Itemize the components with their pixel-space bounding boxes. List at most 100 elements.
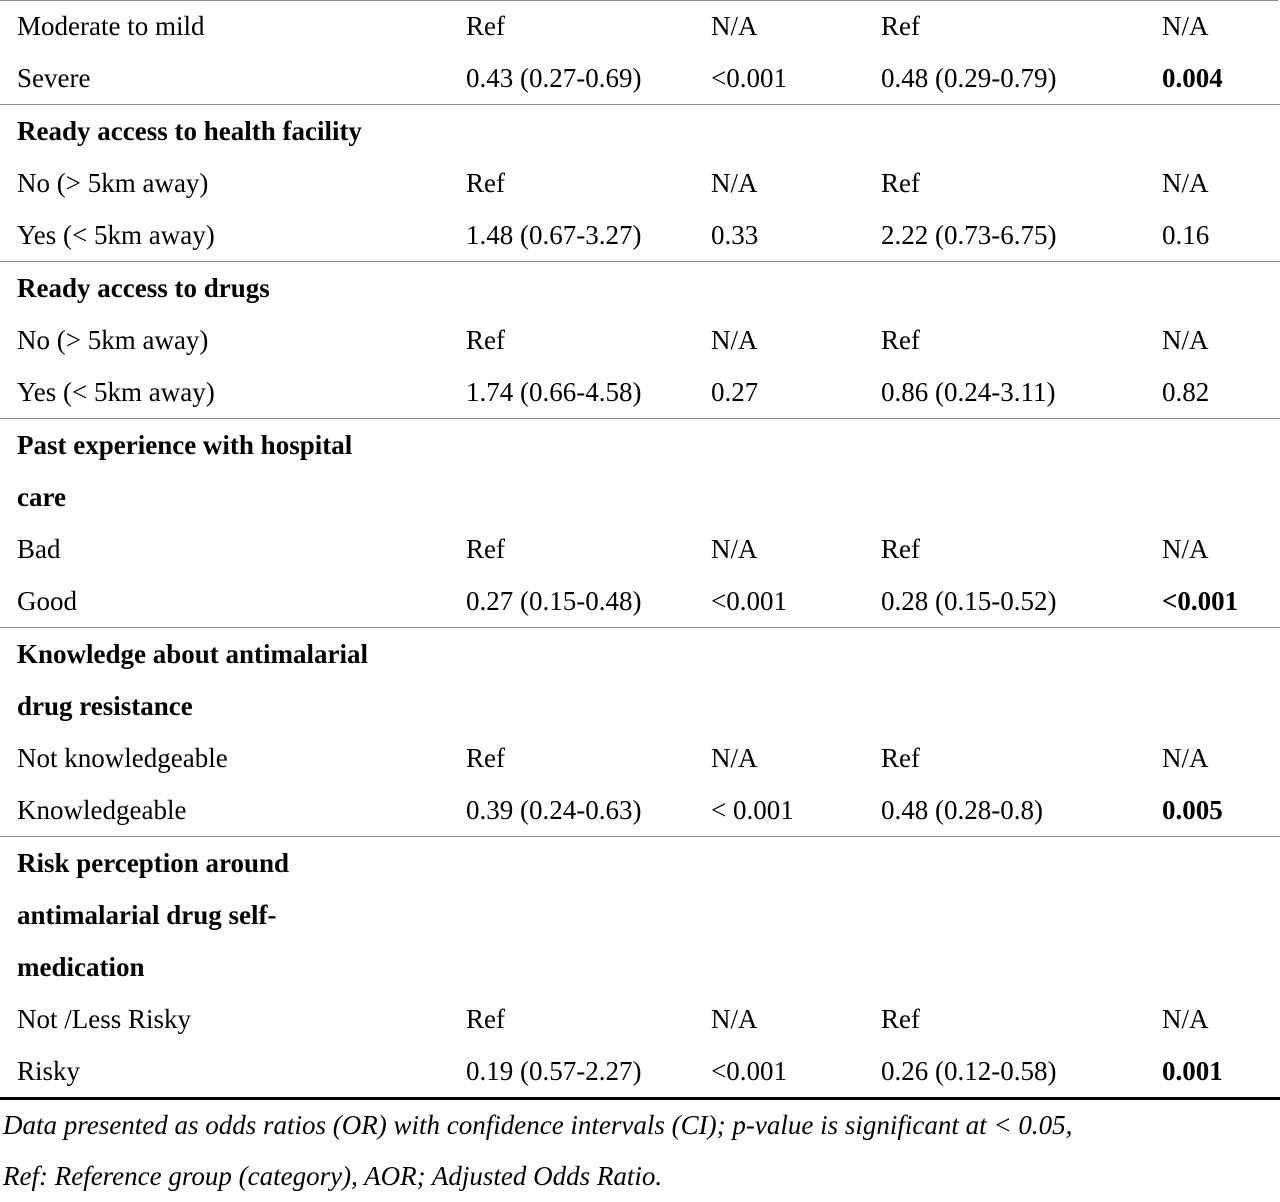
p-value-cell: 0.33 [711, 220, 759, 250]
section-heading: Ready access to drugs [17, 273, 270, 303]
p-value-cell: N/A [711, 1004, 758, 1034]
adjusted-odds-ratio-cell: 0.48 (0.28-0.8) [881, 795, 1043, 825]
section-heading-row: medication [0, 941, 1280, 993]
adjusted-odds-ratio-cell: Ref [881, 11, 920, 41]
section-heading-row: Ready access to drugs [0, 262, 1280, 314]
adjusted-odds-ratio-cell: Ref [881, 743, 920, 773]
p-value-cell: N/A [711, 534, 758, 564]
table-body: Moderate to mild Ref N/A Ref N/A Severe 0.43 (… [0, 0, 1280, 1100]
section-heading: Past experience with hospital [17, 430, 353, 460]
p-value-cell: N/A [711, 325, 758, 355]
footnote-line: Data presented as odds ratios (OR) with … [3, 1110, 1073, 1140]
p-value-cell: < 0.001 [711, 795, 794, 825]
adjusted-p-value-cell: 0.82 [1162, 377, 1210, 407]
table-row: Yes (< 5km away) 1.74 (0.66-4.58) 0.27 0.86… [0, 366, 1280, 418]
row-label: No (> 5km away) [17, 168, 209, 198]
table-section: Moderate to mild Ref N/A Ref N/A Severe 0.43 (… [0, 0, 1280, 105]
row-label: Moderate to mild [17, 11, 205, 41]
table-row: No (> 5km away) Ref N/A Ref N/A [0, 314, 1280, 366]
row-label: Severe [17, 63, 91, 93]
row-label: Good [17, 586, 77, 616]
table-section: Past experience with hospital care Bad Ref N… [0, 419, 1280, 628]
adjusted-odds-ratio-cell: 0.28 (0.15-0.52) [881, 586, 1057, 616]
adjusted-p-value-cell: 0.001 [1162, 1056, 1223, 1086]
table-row: Severe 0.43 (0.27-0.69) <0.001 0.48 (0.29-0… [0, 52, 1280, 104]
odds-ratio-cell: Ref [466, 11, 505, 41]
adjusted-p-value-cell: 0.004 [1162, 63, 1223, 93]
p-value-cell: 0.27 [711, 377, 759, 407]
section-heading: medication [17, 952, 145, 982]
adjusted-p-value-cell: N/A [1162, 1004, 1209, 1034]
adjusted-odds-ratio-cell: 0.86 (0.24-3.11) [881, 377, 1056, 407]
section-heading-row: Ready access to health facility [0, 105, 1280, 157]
table-row: Not knowledgeable Ref N/A Ref N/A [0, 732, 1280, 784]
row-label: Not /Less Risky [17, 1004, 192, 1034]
section-heading-row: Past experience with hospital [0, 419, 1280, 471]
odds-ratio-cell: Ref [466, 325, 505, 355]
odds-ratio-cell: 0.19 (0.57-2.27) [466, 1056, 642, 1086]
table-row: Knowledgeable 0.39 (0.24-0.63) < 0.001 0.48… [0, 784, 1280, 836]
adjusted-odds-ratio-cell: Ref [881, 168, 920, 198]
table-section: Ready access to health facility No (> 5km… [0, 105, 1280, 262]
row-label: Risky [17, 1056, 81, 1086]
adjusted-odds-ratio-cell: Ref [881, 534, 920, 564]
table-section: Knowledge about antimalarial drug resista… [0, 628, 1280, 837]
adjusted-odds-ratio-cell: Ref [881, 325, 920, 355]
section-heading: Risk perception around [17, 848, 290, 878]
adjusted-p-value-cell: N/A [1162, 534, 1209, 564]
adjusted-p-value-cell: N/A [1162, 743, 1209, 773]
table-row: Yes (< 5km away) 1.48 (0.67-3.27) 0.33 2.22… [0, 209, 1280, 261]
table-row: Bad Ref N/A Ref N/A [0, 523, 1280, 575]
table-row: Risky 0.19 (0.57-2.27) <0.001 0.26 (0.12-0.… [0, 1045, 1280, 1097]
adjusted-p-value-cell: 0.16 [1162, 220, 1210, 250]
row-label: Yes (< 5km away) [17, 220, 215, 250]
odds-ratio-cell: 0.43 (0.27-0.69) [466, 63, 642, 93]
odds-ratio-cell: 0.39 (0.24-0.63) [466, 795, 642, 825]
odds-ratio-cell: Ref [466, 1004, 505, 1034]
row-label: Not knowledgeable [17, 743, 228, 773]
section-heading-row: Knowledge about antimalarial [0, 628, 1280, 680]
row-label: Yes (< 5km away) [17, 377, 215, 407]
p-value-cell: N/A [711, 168, 758, 198]
p-value-cell: N/A [711, 11, 758, 41]
odds-ratio-cell: Ref [466, 534, 505, 564]
adjusted-p-value-cell: <0.001 [1162, 586, 1239, 616]
section-heading-row: antimalarial drug self- [0, 889, 1280, 941]
row-label: No (> 5km away) [17, 325, 209, 355]
section-heading: Knowledge about antimalarial [17, 639, 369, 669]
p-value-cell: <0.001 [711, 63, 787, 93]
adjusted-odds-ratio-cell: 2.22 (0.73-6.75) [881, 220, 1057, 250]
footnote-line: Ref: Reference group (category), AOR; Ad… [3, 1161, 663, 1191]
p-value-cell: <0.001 [711, 586, 787, 616]
table-row: No (> 5km away) Ref N/A Ref N/A [0, 157, 1280, 209]
adjusted-odds-ratio-cell: Ref [881, 1004, 920, 1034]
odds-ratio-cell: 0.27 (0.15-0.48) [466, 586, 642, 616]
odds-ratio-cell: 1.74 (0.66-4.58) [466, 377, 642, 407]
adjusted-odds-ratio-cell: 0.26 (0.12-0.58) [881, 1056, 1057, 1086]
section-heading: care [17, 482, 66, 512]
adjusted-p-value-cell: N/A [1162, 168, 1209, 198]
table-row: Moderate to mild Ref N/A Ref N/A [0, 0, 1280, 52]
odds-ratio-cell: 1.48 (0.67-3.27) [466, 220, 642, 250]
adjusted-p-value-cell: N/A [1162, 11, 1209, 41]
table-row: Good 0.27 (0.15-0.48) <0.001 0.28 (0.15-0.5… [0, 575, 1280, 627]
p-value-cell: N/A [711, 743, 758, 773]
section-heading-row: Risk perception around [0, 837, 1280, 889]
section-heading: drug resistance [17, 691, 193, 721]
odds-ratio-cell: Ref [466, 168, 505, 198]
adjusted-p-value-cell: N/A [1162, 325, 1209, 355]
table-section: Risk perception around antimalarial drug … [0, 837, 1280, 1100]
table-section: Ready access to drugs No (> 5km away) Ref N… [0, 262, 1280, 419]
section-heading: Ready access to health facility [17, 116, 362, 146]
odds-ratio-cell: Ref [466, 743, 505, 773]
row-label: Knowledgeable [17, 795, 187, 825]
table-footnote: Data presented as odds ratios (OR) with … [0, 1100, 1280, 1202]
table-row: Not /Less Risky Ref N/A Ref N/A [0, 993, 1280, 1045]
table-top-rule [0, 0, 1278, 1]
section-heading-row: care [0, 471, 1280, 523]
adjusted-p-value-cell: 0.005 [1162, 795, 1223, 825]
row-label: Bad [17, 534, 61, 564]
p-value-cell: <0.001 [711, 1056, 787, 1086]
section-heading: antimalarial drug self- [17, 900, 277, 930]
